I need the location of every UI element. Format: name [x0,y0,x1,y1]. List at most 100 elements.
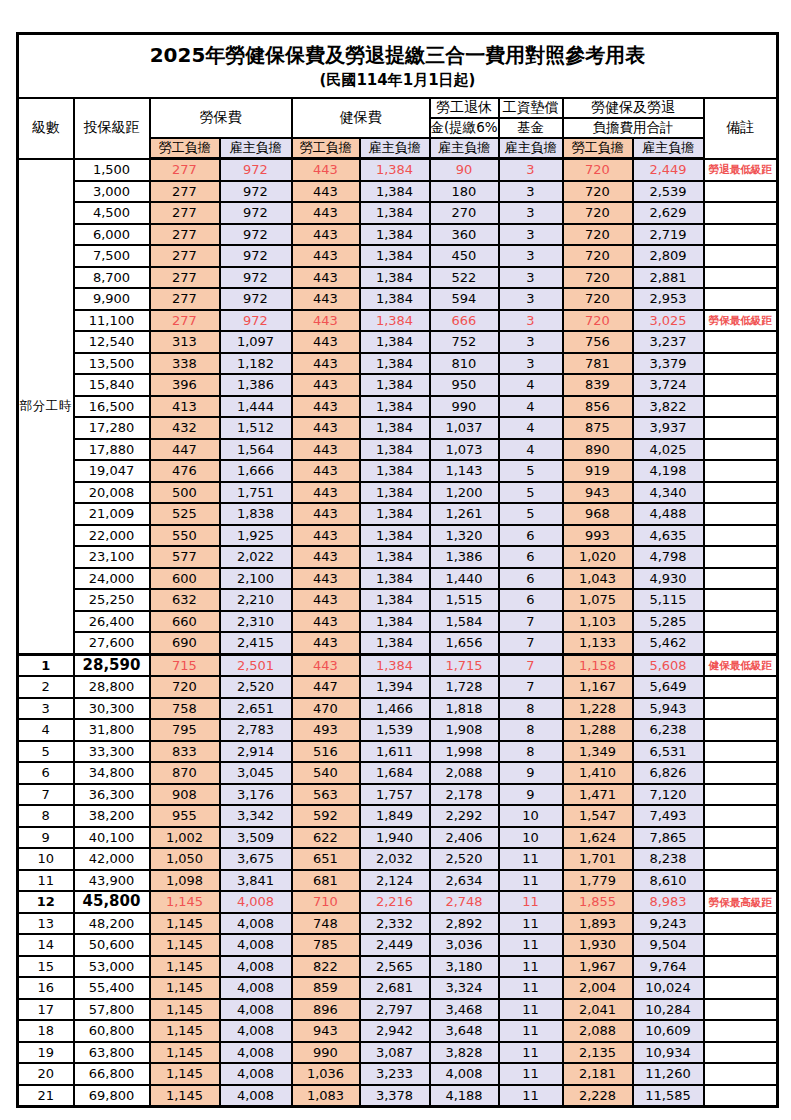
health-employer-cell: 1,940 [360,827,430,849]
wage-fund-employer-cell: 8 [499,741,563,763]
table-row: 17,8804471,5644431,3841,07348904,025 [18,439,778,461]
note-cell [704,1063,778,1085]
labor-employer-cell: 1,097 [220,331,292,353]
total-employee-cell: 720 [563,288,633,310]
labor-employer-cell: 972 [220,202,292,224]
pension-employer-cell: 1,037 [430,417,499,439]
health-employee-cell: 822 [292,956,360,978]
health-employee-cell: 443 [292,568,360,590]
note-cell [704,439,778,461]
total-employer-cell: 5,462 [633,632,704,654]
table-row: 1450,6001,1454,0087852,4493,036111,9309,… [18,934,778,956]
pension-employer-cell: 666 [430,310,499,332]
labor-employee-cell: 277 [150,159,220,181]
health-employee-cell: 443 [292,460,360,482]
wage-fund-employer-cell: 10 [499,805,563,827]
wage-fund-employer-cell: 3 [499,181,563,203]
health-employer-cell: 1,384 [360,267,430,289]
range-cell: 27,600 [74,632,150,654]
labor-employee-cell: 1,145 [150,1042,220,1064]
labor-employee-cell: 870 [150,762,220,784]
wage-fund-employer-cell: 9 [499,762,563,784]
table-row: 13,5003381,1824431,38481037813,379 [18,353,778,375]
total-employer-cell: 3,937 [633,417,704,439]
range-cell: 1,500 [74,159,150,181]
wage-fund-employer-cell: 5 [499,460,563,482]
total-employer-cell: 9,504 [633,934,704,956]
note-cell [704,568,778,590]
pension-employer-cell: 2,292 [430,805,499,827]
labor-employee-cell: 577 [150,546,220,568]
header-total-line1: 勞健保及勞退 [563,98,704,118]
health-employee-cell: 443 [292,267,360,289]
labor-employee-cell: 1,002 [150,827,220,849]
table-row: 128,5907152,5014431,3841,71571,1585,608健… [18,654,778,676]
labor-employee-cell: 447 [150,439,220,461]
total-employee-cell: 2,004 [563,977,633,999]
pension-employer-cell: 2,634 [430,870,499,892]
wage-fund-employer-cell: 3 [499,331,563,353]
total-employee-cell: 720 [563,202,633,224]
health-employee-cell: 443 [292,439,360,461]
level-cell: 12 [18,891,74,913]
pension-employer-cell: 522 [430,267,499,289]
health-employer-cell: 1,466 [360,698,430,720]
total-employee-cell: 720 [563,245,633,267]
total-employee-cell: 1,893 [563,913,633,935]
range-cell: 13,500 [74,353,150,375]
wage-fund-employer-cell: 3 [499,159,563,181]
wage-fund-employer-cell: 11 [499,934,563,956]
table-row: 20,0085001,7514431,3841,20059434,340 [18,482,778,504]
labor-employer-cell: 3,045 [220,762,292,784]
wage-fund-employer-cell: 7 [499,632,563,654]
total-employer-cell: 2,881 [633,267,704,289]
table-row: 22,0005501,9254431,3841,32069934,635 [18,525,778,547]
health-employee-cell: 748 [292,913,360,935]
range-cell: 38,200 [74,805,150,827]
pension-employer-cell: 1,728 [430,676,499,698]
note-cell [704,698,778,720]
health-employer-cell: 1,394 [360,676,430,698]
labor-employee-cell: 690 [150,632,220,654]
labor-employee-cell: 1,145 [150,999,220,1021]
table-row: 6,0002779724431,38436037202,719 [18,224,778,246]
labor-employer-cell: 2,100 [220,568,292,590]
total-employee-cell: 839 [563,374,633,396]
total-employee-cell: 720 [563,310,633,332]
range-cell: 30,300 [74,698,150,720]
labor-employer-cell: 4,008 [220,891,292,913]
total-employer-cell: 4,025 [633,439,704,461]
range-cell: 66,800 [74,1063,150,1085]
pension-employer-cell: 3,648 [430,1020,499,1042]
total-employer-cell: 2,539 [633,181,704,203]
total-employer-cell: 5,943 [633,698,704,720]
total-employee-cell: 1,471 [563,784,633,806]
header-employer-share: 雇主負擔 [430,138,499,159]
level-cell: 16 [18,977,74,999]
range-cell: 12,540 [74,331,150,353]
note-cell [704,805,778,827]
health-employee-cell: 443 [292,589,360,611]
labor-employer-cell: 2,210 [220,589,292,611]
page-subtitle: (民國114年1月1日起) [19,69,776,91]
title-cell: 2025年勞健保保費及勞退提繳三合一費用對照參考用表 (民國114年1月1日起) [18,34,778,99]
labor-employee-cell: 396 [150,374,220,396]
wage-fund-employer-cell: 5 [499,482,563,504]
health-employer-cell: 1,849 [360,805,430,827]
labor-employee-cell: 1,145 [150,1063,220,1085]
total-employer-cell: 5,115 [633,589,704,611]
wage-fund-employer-cell: 7 [499,611,563,633]
level-cell: 11 [18,870,74,892]
note-cell [704,762,778,784]
range-cell: 36,300 [74,784,150,806]
note-cell [704,482,778,504]
labor-employer-cell: 2,501 [220,654,292,676]
total-employer-cell: 4,198 [633,460,704,482]
note-cell [704,460,778,482]
health-employer-cell: 2,332 [360,913,430,935]
labor-employer-cell: 1,564 [220,439,292,461]
note-cell [704,632,778,654]
health-employee-cell: 470 [292,698,360,720]
title-row: 2025年勞健保保費及勞退提繳三合一費用對照參考用表 (民國114年1月1日起) [18,34,778,99]
table-row: 7,5002779724431,38445037202,809 [18,245,778,267]
